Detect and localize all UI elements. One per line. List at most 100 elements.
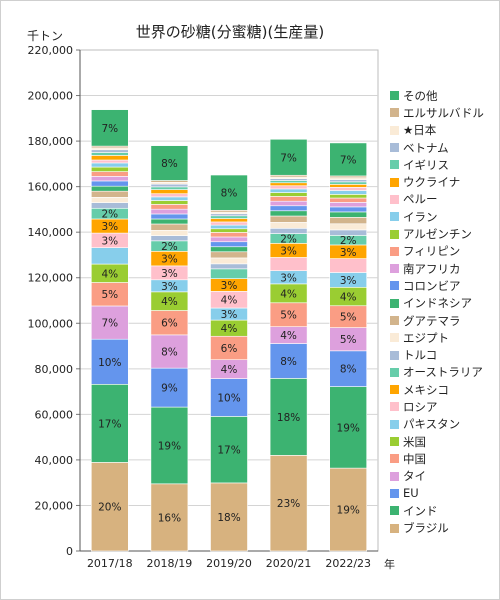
- chart-title: 世界の砂糖(分蜜糖)(生産量): [135, 23, 325, 41]
- legend-item: アルゼンチン: [390, 225, 484, 242]
- bar-segment: [91, 462, 129, 552]
- bar-segment: [329, 179, 368, 183]
- bar-segment: [269, 378, 308, 456]
- legend-item: その他: [390, 87, 484, 104]
- legend-label: イラン: [403, 209, 438, 224]
- data-label: 17%: [98, 418, 121, 430]
- data-label: 8%: [161, 347, 178, 359]
- data-label: 7%: [280, 152, 297, 164]
- bar-segment: [210, 263, 248, 270]
- legend-label: EU: [403, 486, 419, 501]
- y-tick-label: 120,000: [28, 272, 74, 285]
- data-label: 20%: [98, 502, 121, 514]
- bar-segment: [329, 467, 368, 552]
- legend-item: イラン: [390, 208, 484, 225]
- legend-item: インド: [390, 502, 484, 519]
- legend-swatch: [390, 298, 399, 308]
- bar-segment: [91, 171, 129, 177]
- legend-item: ブラジル: [390, 519, 484, 536]
- legend-label: トルコ: [403, 348, 438, 363]
- bar-segment: [269, 180, 308, 184]
- legend-item: EU: [390, 485, 484, 502]
- x-tick-label: 2017/18: [87, 557, 133, 570]
- bar-segment: [269, 185, 308, 190]
- legend-item: コロンビア: [390, 277, 484, 294]
- bar-segment: [210, 257, 248, 265]
- data-label: 3%: [280, 272, 297, 284]
- data-label: 7%: [340, 154, 357, 166]
- data-label: 9%: [161, 383, 178, 395]
- bar-segment: [329, 258, 368, 273]
- data-label: 8%: [280, 356, 297, 368]
- data-label: 2%: [280, 233, 297, 245]
- bar-segment: [210, 224, 248, 230]
- data-label: 3%: [161, 254, 178, 266]
- data-label: 16%: [158, 512, 181, 524]
- data-label: 5%: [280, 310, 297, 322]
- legend-label: ベトナム: [403, 140, 449, 155]
- bar-segment: [150, 223, 189, 231]
- legend-label: 南アフリカ: [403, 261, 461, 276]
- bar-segment: [91, 190, 129, 198]
- bar-segment: [91, 155, 129, 161]
- bar-segment: [150, 200, 189, 205]
- data-label: 4%: [280, 288, 297, 300]
- bar-segment: [269, 210, 308, 217]
- bar-segment: [91, 384, 129, 463]
- bar-segment: [269, 192, 308, 197]
- data-label: 6%: [161, 318, 178, 330]
- data-label: 3%: [221, 280, 238, 292]
- data-label: 3%: [101, 221, 118, 233]
- legend-swatch: [390, 108, 399, 118]
- y-tick-label: 80,000: [35, 363, 74, 376]
- legend-label: インドネシア: [403, 296, 472, 311]
- legend-swatch: [390, 402, 399, 412]
- data-label: 4%: [280, 330, 297, 342]
- legend-label: エジプト: [403, 330, 449, 345]
- bar-segment: [91, 159, 129, 164]
- bar-segment: [150, 230, 189, 236]
- bar-segment: [329, 197, 368, 203]
- legend-item: グアテマラ: [390, 312, 484, 329]
- data-label: 7%: [101, 318, 118, 330]
- legend-item: インドネシア: [390, 295, 484, 312]
- bar-segment: [210, 482, 248, 552]
- legend-label: タイ: [403, 469, 426, 484]
- bar-segment: [329, 142, 368, 177]
- bar-segment: [150, 310, 189, 336]
- legend-swatch: [390, 333, 399, 343]
- legend-swatch: [390, 264, 399, 274]
- data-label: 8%: [221, 188, 238, 200]
- legend-label: インド: [403, 503, 438, 518]
- y-tick-label: 220,000: [28, 44, 74, 57]
- bar-segment: [269, 196, 308, 202]
- y-tick-label: 180,000: [28, 135, 74, 148]
- bar-segment: [269, 200, 308, 207]
- legend-label: エルサルバドル: [403, 105, 484, 120]
- legend-item: トルコ: [390, 346, 484, 363]
- legend-label: ロシア: [403, 399, 438, 414]
- bar-segment: [329, 386, 368, 469]
- bar-segment: [91, 109, 129, 147]
- y-tick-label: 140,000: [28, 226, 74, 239]
- x-tick-label: 2022/23: [325, 557, 371, 570]
- data-label: 10%: [217, 393, 240, 405]
- bar-segment: [269, 455, 308, 552]
- bar-segment: [210, 236, 248, 243]
- bar-segment: [329, 206, 368, 213]
- bar-segment: [210, 232, 248, 238]
- bar-segment: [269, 343, 308, 379]
- bar-segment: [91, 185, 129, 192]
- legend-label: グアテマラ: [403, 313, 461, 328]
- legend-item: ロシア: [390, 398, 484, 415]
- bar-segment: [210, 221, 248, 226]
- legend-item: 南アフリカ: [390, 260, 484, 277]
- data-label: 3%: [340, 247, 357, 259]
- bar-segment: [269, 215, 308, 223]
- legend-item: パキスタン: [390, 416, 484, 433]
- data-label: 3%: [161, 281, 178, 293]
- data-label: 8%: [161, 158, 178, 170]
- bar-segment: [91, 152, 129, 156]
- bar-segment: [150, 204, 189, 210]
- bar-segment: [91, 202, 129, 209]
